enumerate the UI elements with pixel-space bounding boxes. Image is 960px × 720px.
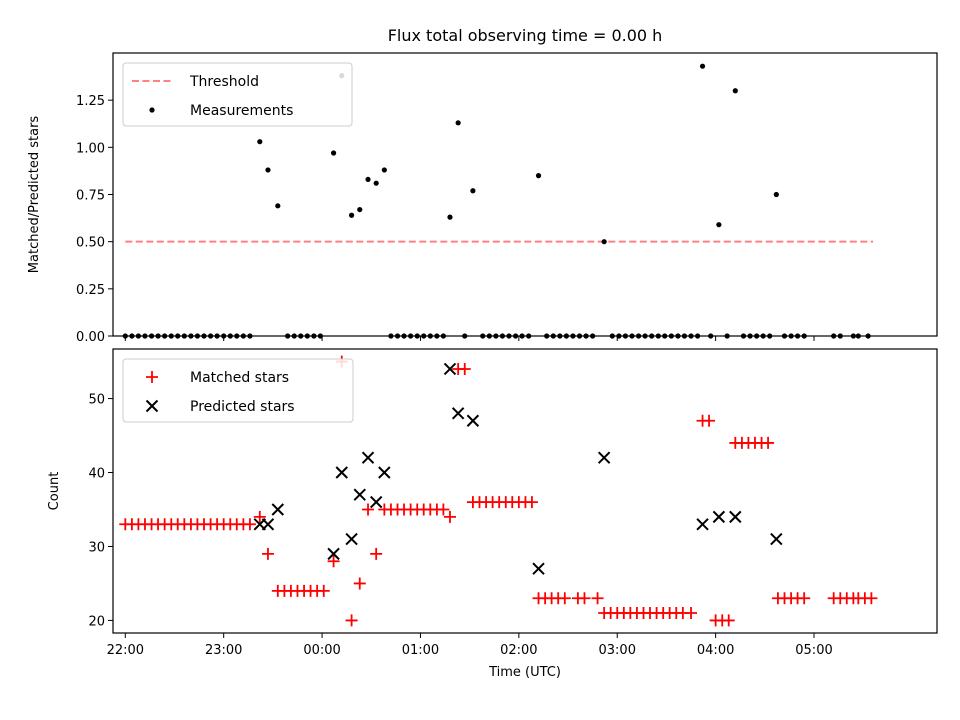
measurement-point	[455, 120, 461, 126]
measurement-point	[365, 176, 371, 183]
matched-star-point	[525, 496, 538, 509]
predicted-star-point	[353, 488, 366, 501]
y-tick-label: 40	[88, 467, 105, 482]
measurement-point	[535, 173, 542, 179]
matched-star-point	[261, 547, 274, 560]
legend-label: Matched stars	[190, 370, 289, 386]
legend-cross-swatch	[145, 399, 159, 413]
legend-box	[122, 62, 353, 127]
axes-frame	[112, 348, 938, 634]
y-tick-label: 0.75	[76, 189, 105, 204]
y-tick-label: 1.00	[76, 141, 105, 156]
chart-title: Flux total observing time = 0.00 h	[388, 26, 663, 45]
x-tick-label: 04:00	[697, 643, 734, 658]
y-tick-label: 0.00	[76, 330, 105, 345]
matched-star-point	[685, 607, 698, 620]
legend-label: Measurements	[190, 103, 293, 119]
x-tick-label: 05:00	[795, 643, 832, 658]
matched-star-point	[253, 510, 266, 523]
matched-star-point	[443, 510, 456, 523]
predicted-star-point	[532, 562, 545, 575]
legend: Matched stars Predicted stars	[122, 358, 354, 423]
predicted-star-point	[597, 451, 611, 464]
axes-frame	[112, 52, 938, 337]
matched-star-point	[345, 614, 358, 627]
predicted-star-point	[696, 518, 709, 531]
predicted-star-point	[378, 466, 391, 479]
x-tick-label: 23:00	[205, 643, 242, 658]
legend-plus-swatch	[146, 371, 158, 383]
matched-star-point	[591, 592, 604, 605]
matched-star-point	[243, 518, 256, 531]
y-tick-label: 1.25	[76, 94, 105, 109]
predicted-star-point	[466, 414, 480, 427]
predicted-star-point	[451, 407, 465, 420]
measurement-point	[732, 88, 738, 94]
predicted-star-point	[712, 510, 726, 524]
measurement-point	[373, 180, 379, 186]
predicted-star-point	[327, 547, 340, 561]
matched-star-point	[558, 592, 571, 605]
plot-area	[119, 355, 878, 627]
measurement-point	[330, 150, 337, 156]
x-tick-label: 03:00	[599, 643, 636, 658]
legend: Threshold Measurements	[122, 62, 353, 127]
legend-dot-swatch	[149, 107, 155, 113]
matched-star-point	[317, 584, 330, 597]
matched-star-point	[458, 362, 471, 375]
matched-star-point	[362, 503, 375, 516]
measurement-point	[601, 239, 607, 245]
predicted-star-point	[729, 510, 742, 524]
y-axis-label: Count	[47, 472, 62, 511]
predicted-star-point	[345, 532, 358, 546]
matched-star-point	[703, 414, 716, 427]
measurement-point	[447, 214, 453, 220]
measurement-point	[716, 222, 722, 228]
measurement-point	[275, 203, 281, 209]
panel-1: Flux total observing time = 0.00 h 0.00 0.…	[27, 26, 938, 345]
y-tick-label: 50	[88, 393, 105, 408]
measurement-point	[470, 188, 476, 194]
y-tick-label: 0.25	[76, 283, 105, 298]
measurement-point	[699, 63, 706, 69]
measurement-point	[357, 206, 363, 213]
matched-star-point	[762, 436, 775, 449]
measurement-point	[773, 191, 779, 198]
y-axis-label: Matched/Predicted stars	[27, 116, 42, 274]
matched-star-point	[865, 592, 878, 605]
predicted-star-point	[361, 451, 375, 464]
matched-star-point	[437, 503, 450, 516]
matched-star-point	[578, 592, 591, 605]
predicted-star-point	[271, 503, 285, 516]
predicted-star-point	[443, 362, 457, 376]
measurement-point	[265, 167, 271, 173]
x-tick-label: 02:00	[500, 643, 537, 658]
legend-box	[122, 358, 354, 423]
x-tick-label: 01:00	[402, 643, 439, 658]
predicted-star-point	[770, 532, 783, 546]
x-tick-label: 00:00	[303, 643, 340, 658]
y-tick-label: 0.50	[76, 236, 105, 251]
matched-star-point	[353, 577, 366, 590]
legend-label: Predicted stars	[190, 399, 295, 415]
matched-star-point	[327, 555, 340, 568]
predicted-star-point	[369, 495, 383, 509]
predicted-star-point	[261, 518, 275, 531]
measurement-point	[348, 212, 355, 218]
x-axis-label: Time (UTC)	[488, 665, 561, 680]
panel-2: 20 30 40 50 22:00 23:00 00:00 01:00 02:00 03:00 04…	[47, 348, 938, 680]
y-tick-label: 30	[88, 540, 105, 555]
legend-label: Threshold	[189, 74, 259, 90]
x-tick-label: 22:00	[107, 643, 144, 658]
y-tick-label: 20	[88, 614, 105, 629]
measurement-point	[381, 167, 387, 173]
predicted-star-point	[335, 466, 348, 479]
matched-star-point	[798, 592, 811, 605]
measurement-point	[257, 139, 263, 145]
matched-star-point	[722, 614, 735, 627]
matched-star-point	[370, 547, 383, 560]
